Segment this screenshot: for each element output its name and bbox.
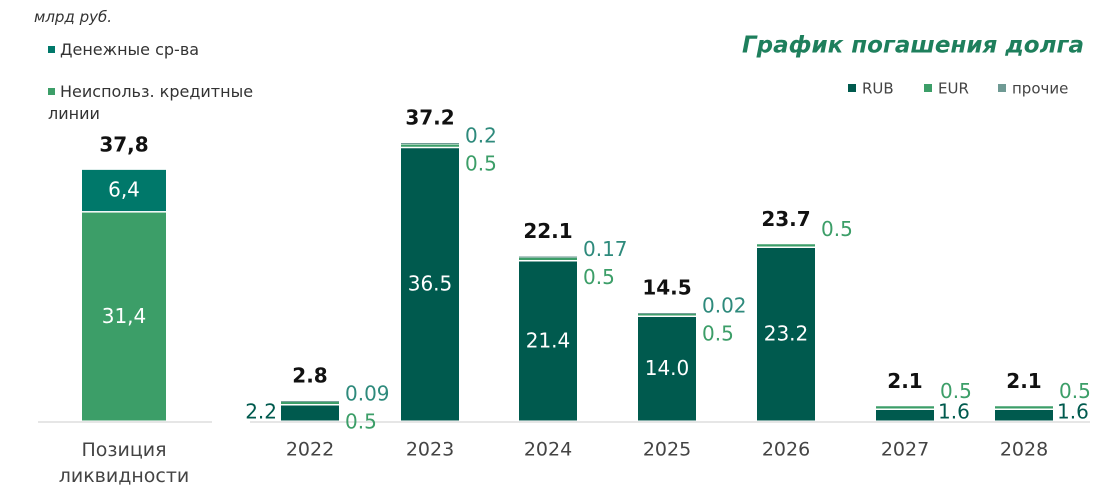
bar-segment bbox=[281, 401, 339, 404]
value-label: 0.17 bbox=[583, 237, 628, 261]
total-label: 22.1 bbox=[523, 219, 572, 243]
value-label: 0.5 bbox=[940, 379, 972, 403]
bar-segment bbox=[995, 410, 1053, 421]
value-label: 31,4 bbox=[102, 304, 147, 328]
bar-segment bbox=[82, 169, 166, 212]
legend-swatch bbox=[998, 84, 1006, 92]
total-label: 2.1 bbox=[887, 369, 922, 393]
bar-segment bbox=[995, 406, 1053, 409]
legend-label: прочие bbox=[1012, 80, 1068, 98]
x-tick-label: 2023 bbox=[406, 439, 454, 461]
bar-segment bbox=[82, 212, 166, 421]
value-label: 0.5 bbox=[583, 265, 615, 289]
bar-segment bbox=[757, 244, 815, 247]
value-label: 0.09 bbox=[345, 382, 390, 406]
value-label: 21.4 bbox=[526, 328, 571, 352]
x-tick-label: 2028 bbox=[1000, 439, 1048, 461]
x-tick-label: 2026 bbox=[762, 439, 810, 461]
total-label: 37,8 bbox=[99, 132, 148, 156]
bar-segment bbox=[638, 313, 696, 315]
bar-segment bbox=[519, 261, 577, 421]
x-tick-label: 2022 bbox=[286, 439, 334, 461]
value-label: 0.5 bbox=[702, 322, 734, 346]
bar-segment bbox=[876, 406, 934, 409]
legend-swatch bbox=[48, 46, 55, 53]
value-label: 1.6 bbox=[938, 400, 970, 424]
value-label: 6,4 bbox=[108, 178, 140, 202]
x-tick-label: 2024 bbox=[524, 439, 572, 461]
value-label: 36.5 bbox=[408, 272, 453, 296]
value-label: 2.2 bbox=[245, 400, 277, 424]
total-label: 37.2 bbox=[405, 106, 454, 130]
legend-label: Неиспольз. кредитные линии bbox=[48, 82, 254, 123]
bar-segment bbox=[519, 256, 577, 258]
x-tick-label: 2025 bbox=[643, 439, 691, 461]
legend-item: Неиспольз. кредитные линии bbox=[48, 81, 298, 125]
chart-title: График погашения долга bbox=[742, 33, 1084, 59]
bar-segment bbox=[401, 144, 459, 147]
bar-segment bbox=[281, 401, 339, 403]
legend-swatch bbox=[924, 84, 932, 92]
total-label: 23.7 bbox=[761, 207, 810, 231]
value-label: 23.2 bbox=[764, 322, 809, 346]
total-label: 2.1 bbox=[1006, 369, 1041, 393]
value-label: 0.5 bbox=[345, 410, 377, 434]
bar-segment bbox=[519, 257, 577, 260]
bar-segment bbox=[876, 410, 934, 421]
bar-segment bbox=[401, 143, 459, 144]
value-label: 0.5 bbox=[821, 217, 853, 241]
total-label: 2.8 bbox=[292, 364, 327, 388]
x-tick-label: 2027 bbox=[881, 439, 929, 461]
unit-label: млрд руб. bbox=[34, 8, 112, 26]
legend-swatch bbox=[848, 84, 856, 92]
total-label: 14.5 bbox=[642, 276, 691, 300]
bar-segment bbox=[281, 405, 339, 421]
value-label: 0.5 bbox=[465, 152, 497, 176]
legend-item: Денежные ср-ва bbox=[48, 39, 199, 61]
bar-segment bbox=[638, 313, 696, 316]
bar-segment bbox=[757, 248, 815, 421]
x-tick-label: Позиция ликвидности bbox=[58, 439, 190, 486]
bar-segment bbox=[401, 148, 459, 421]
bar-segment bbox=[638, 317, 696, 421]
legend-label: RUB bbox=[862, 80, 894, 98]
legend-label: Денежные ср-ва bbox=[60, 40, 200, 59]
value-label: 0.2 bbox=[465, 124, 497, 148]
legend-label: EUR bbox=[938, 80, 969, 98]
value-label: 1.6 bbox=[1057, 400, 1089, 424]
legend-swatch bbox=[48, 88, 55, 95]
value-label: 14.0 bbox=[645, 356, 690, 380]
value-label: 0.02 bbox=[702, 294, 747, 318]
value-label: 0.5 bbox=[1059, 379, 1091, 403]
